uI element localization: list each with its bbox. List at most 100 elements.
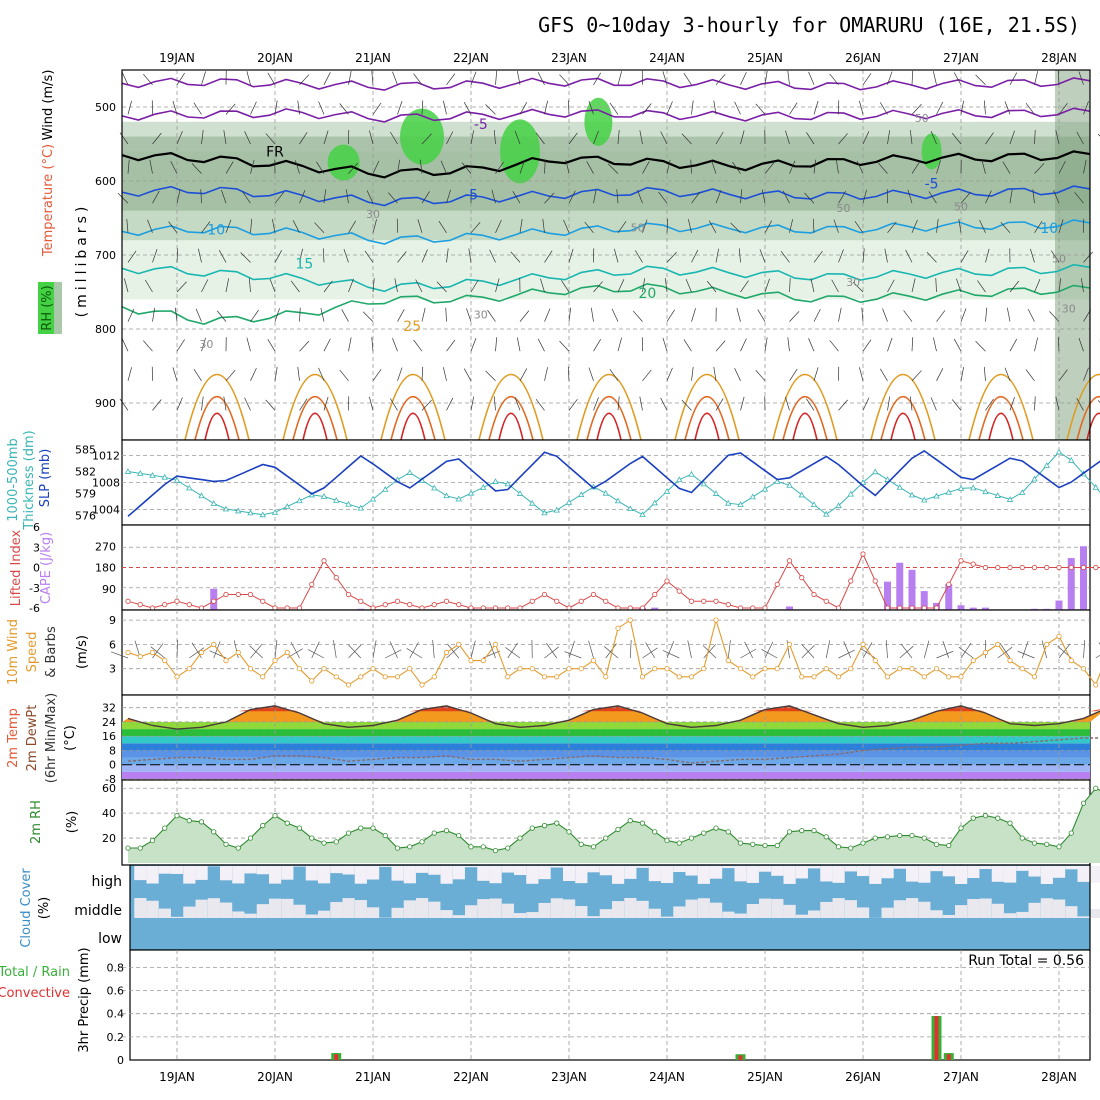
y-tick-label: -3	[29, 582, 40, 595]
wind-barb	[936, 101, 944, 115]
lifted-index-marker	[541, 591, 548, 598]
bottom-date-label: 27JAN	[943, 1070, 979, 1084]
thickness-marker	[198, 492, 205, 499]
wind-barb	[201, 221, 211, 234]
cloud-middle-bar	[501, 903, 514, 918]
wind10m-marker	[1007, 657, 1013, 664]
slp-grid	[122, 440, 1090, 525]
cloud-middle-bar	[1004, 913, 1017, 918]
wind-barb	[225, 219, 232, 233]
diurnal-contour	[674, 373, 740, 441]
contour-label: 50	[954, 201, 968, 214]
temp-color-band	[122, 771, 1090, 779]
cloud-high-bar	[722, 866, 735, 869]
wind-barb	[144, 279, 153, 293]
cloud-middle-bar	[342, 898, 355, 918]
wind-barb	[176, 248, 179, 263]
wind-barb	[879, 368, 888, 381]
lifted-index-marker	[554, 598, 560, 604]
wind-barb	[838, 191, 847, 204]
wind-barb	[911, 161, 920, 174]
wind-barb	[565, 159, 570, 174]
wind10m-marker	[333, 674, 339, 680]
cloud-middle-bar	[857, 907, 870, 918]
wind-barb	[274, 192, 285, 204]
cloud-high-bar	[1028, 866, 1041, 877]
wind10m-barb	[447, 643, 460, 659]
wind-barb	[691, 191, 701, 204]
lifted-index-marker	[590, 591, 597, 598]
wind-barb	[512, 191, 521, 204]
wind-barb	[519, 160, 525, 174]
lifted-index-marker	[260, 598, 266, 604]
cloud-high-bar	[832, 866, 845, 883]
rh2m-marker	[848, 845, 854, 851]
wind-barb	[127, 100, 132, 115]
wind-barb	[975, 341, 986, 352]
wind-barb	[493, 396, 496, 411]
cloud-high-bar	[795, 866, 808, 879]
temp-grid	[122, 695, 1090, 780]
cape-axis-label: CAPE (J/kg)	[39, 532, 54, 604]
wind10m-marker	[958, 674, 964, 680]
wind-barb	[953, 72, 962, 85]
cloud-high-bar	[305, 866, 318, 881]
wind10m-speed-line	[125, 617, 1100, 688]
precip-panel: 0 0.2 0.4 0.6 0.8 Run Total = 0.56 Total / R…	[0, 947, 1091, 1067]
wind-barb	[299, 307, 301, 322]
wind-barb	[691, 308, 696, 322]
rh2m-marker	[370, 825, 376, 831]
wind-barb	[250, 159, 255, 174]
wind10m-marker	[946, 674, 952, 680]
wind-barb	[813, 159, 817, 174]
cloud-middle-bar	[759, 898, 772, 918]
upper-air-isotherms	[121, 77, 1100, 441]
wind-barb	[960, 308, 967, 322]
cloud-cover-bars	[134, 866, 1100, 918]
wind-barb	[1078, 71, 1084, 85]
wind10m-marker	[848, 666, 854, 672]
y-tick-label: 0	[33, 562, 40, 575]
wind10m-marker	[774, 666, 780, 672]
cloud-middle-bar	[256, 904, 269, 918]
cloud-high-bar	[367, 866, 380, 880]
wind10m-barb	[152, 643, 164, 659]
wind-barb	[730, 222, 741, 234]
cloud-middle-bar	[1053, 899, 1066, 918]
rh2m-marker	[909, 832, 915, 839]
thickness-marker	[994, 492, 1001, 498]
wind-barb	[446, 189, 451, 204]
wind-barb	[907, 189, 913, 204]
wind10m-marker	[162, 657, 168, 664]
wind10m-barb	[311, 641, 320, 659]
wind10m-barb	[702, 645, 717, 659]
cloud-middle-bar	[403, 900, 416, 918]
wind-barb	[887, 130, 891, 145]
thickness-marker	[1043, 462, 1050, 468]
wind-barb	[218, 249, 227, 263]
wind-barb	[223, 130, 227, 145]
cloud-middle-bar	[134, 898, 147, 918]
rh2m-marker	[970, 815, 976, 821]
wind10m-barb	[333, 640, 337, 659]
rh2m-marker	[946, 842, 952, 849]
wind-barb	[170, 160, 178, 174]
y-tick-label: 9	[109, 614, 116, 627]
cloud-middle-bar	[942, 914, 955, 918]
wind-barb	[544, 100, 548, 115]
wind10m-marker	[309, 678, 315, 684]
cloud-middle-bar	[367, 907, 380, 918]
cloud-middle-bar	[710, 902, 723, 918]
wind10m-marker	[419, 682, 425, 688]
thickness-marker	[516, 490, 524, 496]
thickness-marker	[1092, 484, 1099, 490]
cloud-middle-bar	[440, 910, 453, 918]
rh2m-marker	[921, 835, 927, 841]
cloud-high-bar	[1040, 866, 1053, 884]
cloud-high-bar	[256, 866, 269, 875]
cloud-middle-bar	[1065, 906, 1078, 918]
thickness-marker	[639, 511, 646, 517]
wind-barb	[485, 370, 496, 382]
lifted-index-marker	[186, 602, 192, 608]
cloud-high-bar	[563, 866, 576, 881]
